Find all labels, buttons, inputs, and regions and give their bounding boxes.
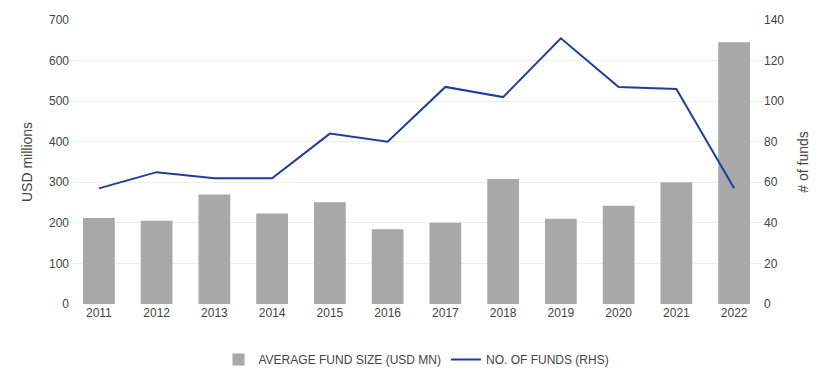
- svg-text:2014: 2014: [259, 306, 286, 320]
- svg-text:100: 100: [764, 94, 784, 108]
- svg-text:0: 0: [764, 297, 771, 311]
- svg-text:NO. OF FUNDS (RHS): NO. OF FUNDS (RHS): [486, 353, 609, 367]
- svg-text:2016: 2016: [374, 306, 401, 320]
- svg-text:2011: 2011: [86, 306, 112, 320]
- svg-text:2020: 2020: [605, 306, 632, 320]
- svg-text:20: 20: [764, 257, 778, 271]
- svg-text:300: 300: [49, 175, 69, 189]
- svg-text:100: 100: [49, 257, 69, 271]
- svg-text:40: 40: [764, 216, 778, 230]
- svg-text:140: 140: [764, 13, 784, 27]
- svg-text:# of funds: # of funds: [795, 131, 811, 193]
- svg-text:60: 60: [764, 175, 778, 189]
- svg-text:200: 200: [49, 216, 69, 230]
- svg-text:2012: 2012: [143, 306, 170, 320]
- svg-text:2021: 2021: [663, 306, 690, 320]
- svg-text:400: 400: [49, 135, 69, 149]
- svg-text:0: 0: [62, 297, 69, 311]
- svg-text:2013: 2013: [201, 306, 228, 320]
- svg-text:2017: 2017: [432, 306, 459, 320]
- svg-text:2018: 2018: [490, 306, 517, 320]
- svg-text:USD millions: USD millions: [19, 122, 35, 202]
- svg-text:80: 80: [764, 135, 778, 149]
- svg-text:2015: 2015: [317, 306, 344, 320]
- svg-text:120: 120: [764, 54, 784, 68]
- svg-text:AVERAGE FUND SIZE (USD MN): AVERAGE FUND SIZE (USD MN): [259, 353, 441, 367]
- svg-text:2019: 2019: [548, 306, 575, 320]
- svg-text:2022: 2022: [721, 306, 748, 320]
- svg-text:500: 500: [49, 94, 69, 108]
- svg-text:700: 700: [49, 13, 69, 27]
- svg-text:600: 600: [49, 54, 69, 68]
